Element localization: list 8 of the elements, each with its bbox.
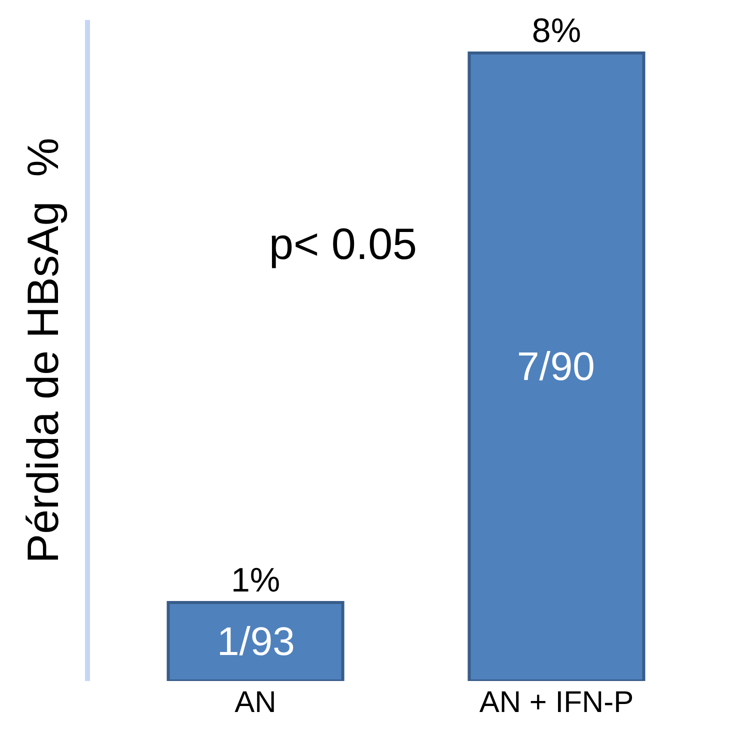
annotation: p< 0.05 <box>269 220 418 269</box>
x-tick-label: AN <box>234 686 276 719</box>
data-label: 8% <box>532 12 582 50</box>
annotation: 1/93 <box>217 620 295 664</box>
annotation: 7/90 <box>517 345 595 389</box>
x-tick-label: AN + IFN-P <box>479 686 634 719</box>
data-label: 1% <box>230 562 280 600</box>
y-axis-title: Pérdida de HBsAg % <box>19 138 68 564</box>
